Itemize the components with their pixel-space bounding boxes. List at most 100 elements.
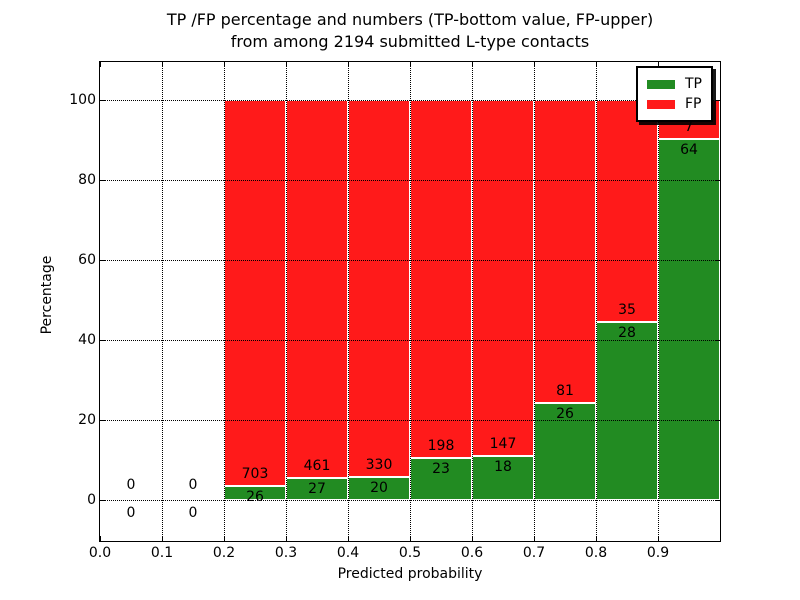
tick-mark [715, 499, 720, 501]
legend: TP FP [636, 66, 713, 122]
y-tick-label: 100 [69, 92, 96, 108]
plot-area: TP FP 0 0 0 0 703 26 461 27 330 20 198 23 147 18 81 26 3… [99, 61, 721, 542]
tp-legend-swatch [647, 79, 675, 89]
tick-mark [347, 536, 349, 541]
x-tick-label: 0.7 [522, 545, 546, 561]
tick-mark [715, 99, 720, 101]
x-tick-label: 0.5 [398, 545, 422, 561]
y-tick-label: 0 [87, 492, 96, 508]
tick-mark [100, 179, 105, 181]
tick-mark [595, 536, 597, 541]
fp-bar-segment [410, 100, 472, 459]
fp-count-label: 703 [241, 465, 269, 482]
tp-count-label: 26 [556, 405, 574, 422]
gridline-horizontal [100, 419, 720, 421]
x-tick-label: 0.8 [584, 545, 608, 561]
x-tick-label: 0.2 [212, 545, 236, 561]
x-tick-label: 0.3 [274, 545, 298, 561]
tick-mark [100, 419, 105, 421]
tick-mark [100, 62, 101, 67]
fp-count-label: 461 [303, 457, 331, 474]
tp-count-label: 27 [308, 480, 326, 497]
gridline-vertical [657, 62, 659, 541]
x-tick-label: 0.6 [460, 545, 484, 561]
x-axis-label: Predicted probability [337, 566, 483, 582]
tp-count-label: 26 [246, 488, 264, 505]
tp-bar-segment [596, 322, 658, 500]
tick-mark [657, 62, 659, 67]
tick-mark [223, 536, 225, 541]
tp-count-label: 23 [432, 461, 450, 478]
tick-mark [285, 536, 287, 541]
gridline-horizontal [100, 339, 720, 341]
tick-mark [715, 179, 720, 181]
gridline-vertical [285, 62, 287, 541]
tick-mark [471, 62, 473, 67]
tp-count-label: 0 [188, 505, 198, 521]
y-tick-label: 80 [78, 172, 96, 188]
gridline-vertical [409, 62, 411, 541]
tp-count-label: 18 [494, 459, 512, 476]
fp-bar-segment [224, 100, 286, 486]
tick-mark [715, 259, 720, 261]
tick-mark [100, 99, 105, 101]
x-tick-label: 0.4 [336, 545, 360, 561]
tp-count-label: 0 [126, 505, 136, 521]
tick-mark [161, 62, 163, 67]
chart-title-line2: from among 2194 submitted L-type contact… [230, 32, 590, 51]
y-tick-label: 20 [78, 412, 96, 428]
tp-count-label: 20 [370, 480, 388, 497]
legend-item-fp: FP [647, 96, 702, 112]
tick-mark [533, 536, 535, 541]
chart-title: TP /FP percentage and numbers (TP-bottom… [100, 9, 720, 53]
fp-count-label: 7 [684, 119, 694, 136]
tick-mark [657, 536, 659, 541]
gridline-horizontal [100, 99, 720, 101]
gridline-vertical [471, 62, 473, 541]
tick-mark [100, 536, 101, 541]
gridline-vertical [161, 62, 163, 541]
x-tick-label: 0.9 [646, 545, 670, 561]
tick-mark [715, 339, 720, 341]
x-tick-label: 0.0 [88, 545, 112, 561]
y-tick-label: 60 [78, 252, 96, 268]
fp-count-label: 81 [556, 382, 574, 399]
tick-mark [409, 62, 411, 67]
tick-mark [100, 259, 105, 261]
gridline-vertical [595, 62, 597, 541]
tick-mark [409, 536, 411, 541]
tick-mark [223, 62, 225, 67]
tick-mark [100, 499, 105, 501]
chart-title-line1: TP /FP percentage and numbers (TP-bottom… [166, 10, 654, 29]
x-tick-label: 0.1 [150, 545, 174, 561]
tp-count-label: 28 [618, 325, 636, 342]
legend-item-tp: TP [647, 76, 702, 92]
fp-count-label: 0 [188, 477, 198, 493]
y-tick-label: 40 [78, 332, 96, 348]
gridline-horizontal [100, 259, 720, 261]
tick-mark [533, 62, 535, 67]
tp-count-label: 64 [680, 142, 698, 159]
gridline-vertical [533, 62, 535, 541]
fp-legend-swatch [647, 99, 675, 109]
gridline-vertical [347, 62, 349, 541]
fp-legend-label: FP [685, 96, 702, 112]
fp-count-label: 330 [365, 457, 393, 474]
tick-mark [347, 62, 349, 67]
tick-mark [471, 536, 473, 541]
tick-mark [595, 62, 597, 67]
fp-count-label: 147 [489, 436, 517, 453]
fp-bar-segment [472, 100, 534, 457]
tick-mark [100, 339, 105, 341]
gridline-vertical [223, 62, 225, 541]
tick-mark [715, 419, 720, 421]
fp-count-label: 35 [618, 302, 636, 319]
gridline-horizontal [100, 179, 720, 181]
fp-bar-segment [286, 100, 348, 478]
tp-bar-segment [658, 139, 720, 500]
gridline-horizontal [100, 499, 720, 501]
fp-bar-segment [534, 100, 596, 403]
tp-bar-segment [472, 456, 534, 500]
fp-count-label: 198 [427, 438, 455, 455]
